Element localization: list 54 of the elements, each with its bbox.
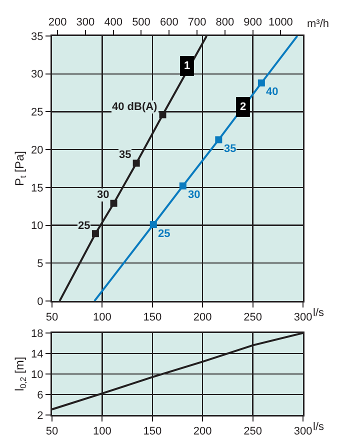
annotation: 30 [97,189,110,201]
point [132,160,140,167]
x2-tick-label: 400 [104,16,123,29]
y-tick-label: 6 [37,389,44,402]
y-tick-label: 5 [37,258,44,270]
y-tick-label: 0 [37,296,44,308]
x-tick-label: 300 [294,312,312,324]
annotation: 2 [240,101,246,113]
point [110,200,118,207]
y-tick-label: 10 [31,220,44,232]
x-tick-label: 250 [244,426,262,438]
x2-axis-title: m³/h [307,18,329,30]
x2-tick-label: 800 [216,16,234,29]
x-tick-label: 50 [46,312,58,324]
annotation: 40 dB(A) [112,101,158,113]
annotation: 35 [119,149,132,161]
x-tick-label: 100 [93,312,112,324]
y-tick-label: 25 [31,106,44,119]
annotation: 1 [184,60,190,72]
point [92,230,99,238]
annotation: 25 [158,228,170,240]
point [215,136,222,144]
x-axis-title: l/s [313,307,324,319]
y-tick-label: 30 [31,68,44,81]
x-tick-label: 150 [143,312,162,324]
x-tick-label: 250 [244,312,262,324]
x2-tick-label: 700 [188,16,206,29]
x2-tick-label: 1000 [268,16,293,29]
x-tick-label: 200 [193,426,212,438]
y-tick-label: 18 [31,328,44,340]
x2-tick-label: 600 [160,16,178,29]
annotation: 30 [188,189,200,201]
x-tick-label: 150 [143,426,162,438]
x2-tick-label: 300 [76,16,95,29]
x2-tick-label: 900 [244,16,262,29]
y-tick-label: 10 [31,368,44,381]
point [150,221,157,228]
x-tick-label: 50 [46,426,58,438]
x-tick-label: 300 [294,426,312,438]
x-tick-label: 100 [93,426,112,438]
y-tick-label: 14 [31,348,44,360]
annotation: 40 [266,86,278,98]
annotation: 35 [224,143,236,155]
x2-tick-label: 500 [132,16,150,29]
y-tick-label: 35 [31,30,44,43]
x-tick-label: 200 [193,312,212,324]
x2-tick-label: 200 [48,16,67,29]
point [179,182,186,190]
y-tick-label: 15 [31,182,44,194]
point [258,79,265,86]
y-tick-label: 2 [37,410,44,422]
y-tick-label: 20 [31,144,44,156]
annotation: 25 [78,220,90,232]
x-axis-title: l/s [313,421,324,433]
